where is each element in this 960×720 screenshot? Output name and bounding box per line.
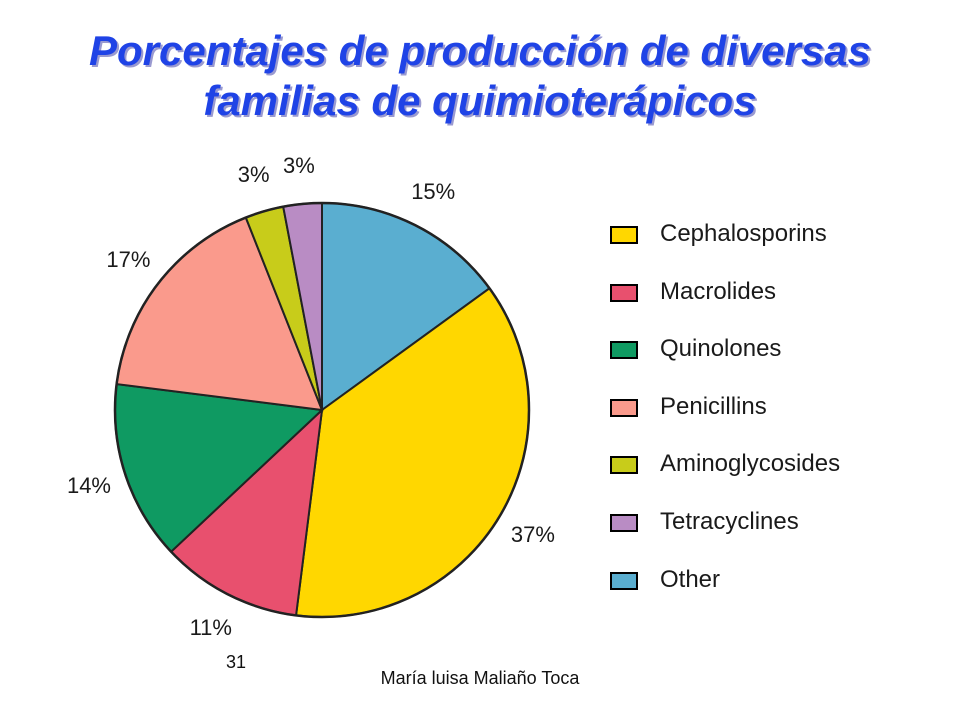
legend-item-aminoglycosides: Aminoglycosides <box>610 448 840 506</box>
legend-label: Aminoglycosides <box>660 450 841 478</box>
legend-swatch <box>610 456 638 475</box>
percent-label-cephalosporins: 37% <box>510 521 555 547</box>
percent-label-macrolides: 11% <box>189 615 232 641</box>
legend-swatch <box>610 283 638 302</box>
legend-item-tetracyclines: Tetracyclines <box>610 506 840 564</box>
legend-item-quinolones: Quinolones <box>610 333 840 391</box>
legend-item-other: Other <box>610 564 840 622</box>
chart-legend: Cephalosporins Macrolides Quinolones Penici… <box>610 218 840 621</box>
legend-label: Macrolides <box>660 277 777 305</box>
legend-swatch <box>610 398 638 417</box>
legend-swatch <box>610 513 638 532</box>
slide-number: 31 <box>226 652 247 672</box>
percent-label-aminoglycosides: 3% <box>237 161 270 187</box>
slide-title: Porcentajes de producción de diversas fa… <box>0 26 960 127</box>
percent-label-penicillins: 17% <box>106 246 151 272</box>
legend-label: Cephalosporins <box>660 220 827 247</box>
legend-swatch <box>610 341 638 360</box>
legend-item-penicillins: Penicillins <box>610 391 840 449</box>
legend-label: Penicillins <box>660 392 767 420</box>
percent-label-other: 15% <box>411 178 456 204</box>
legend-item-cephalosporins: Cephalosporins <box>610 218 840 276</box>
slide-title-line1: Porcentajes de producción de diversas <box>89 27 871 74</box>
legend-label: Quinolones <box>660 335 782 363</box>
footer-author: María luisa Maliaño Toca <box>380 668 580 688</box>
percent-label-tetracyclines: 3% <box>283 153 315 179</box>
slide-title-line2: familias de quimioterápicos <box>203 77 757 125</box>
legend-swatch <box>610 571 638 590</box>
pie-outline <box>113 201 531 619</box>
legend-label: Tetracyclines <box>660 507 799 535</box>
legend-item-macrolides: Macrolides <box>610 276 840 334</box>
percent-label-quinolones: 14% <box>66 472 112 498</box>
legend-label: Other <box>660 565 721 593</box>
legend-swatch <box>610 226 638 244</box>
